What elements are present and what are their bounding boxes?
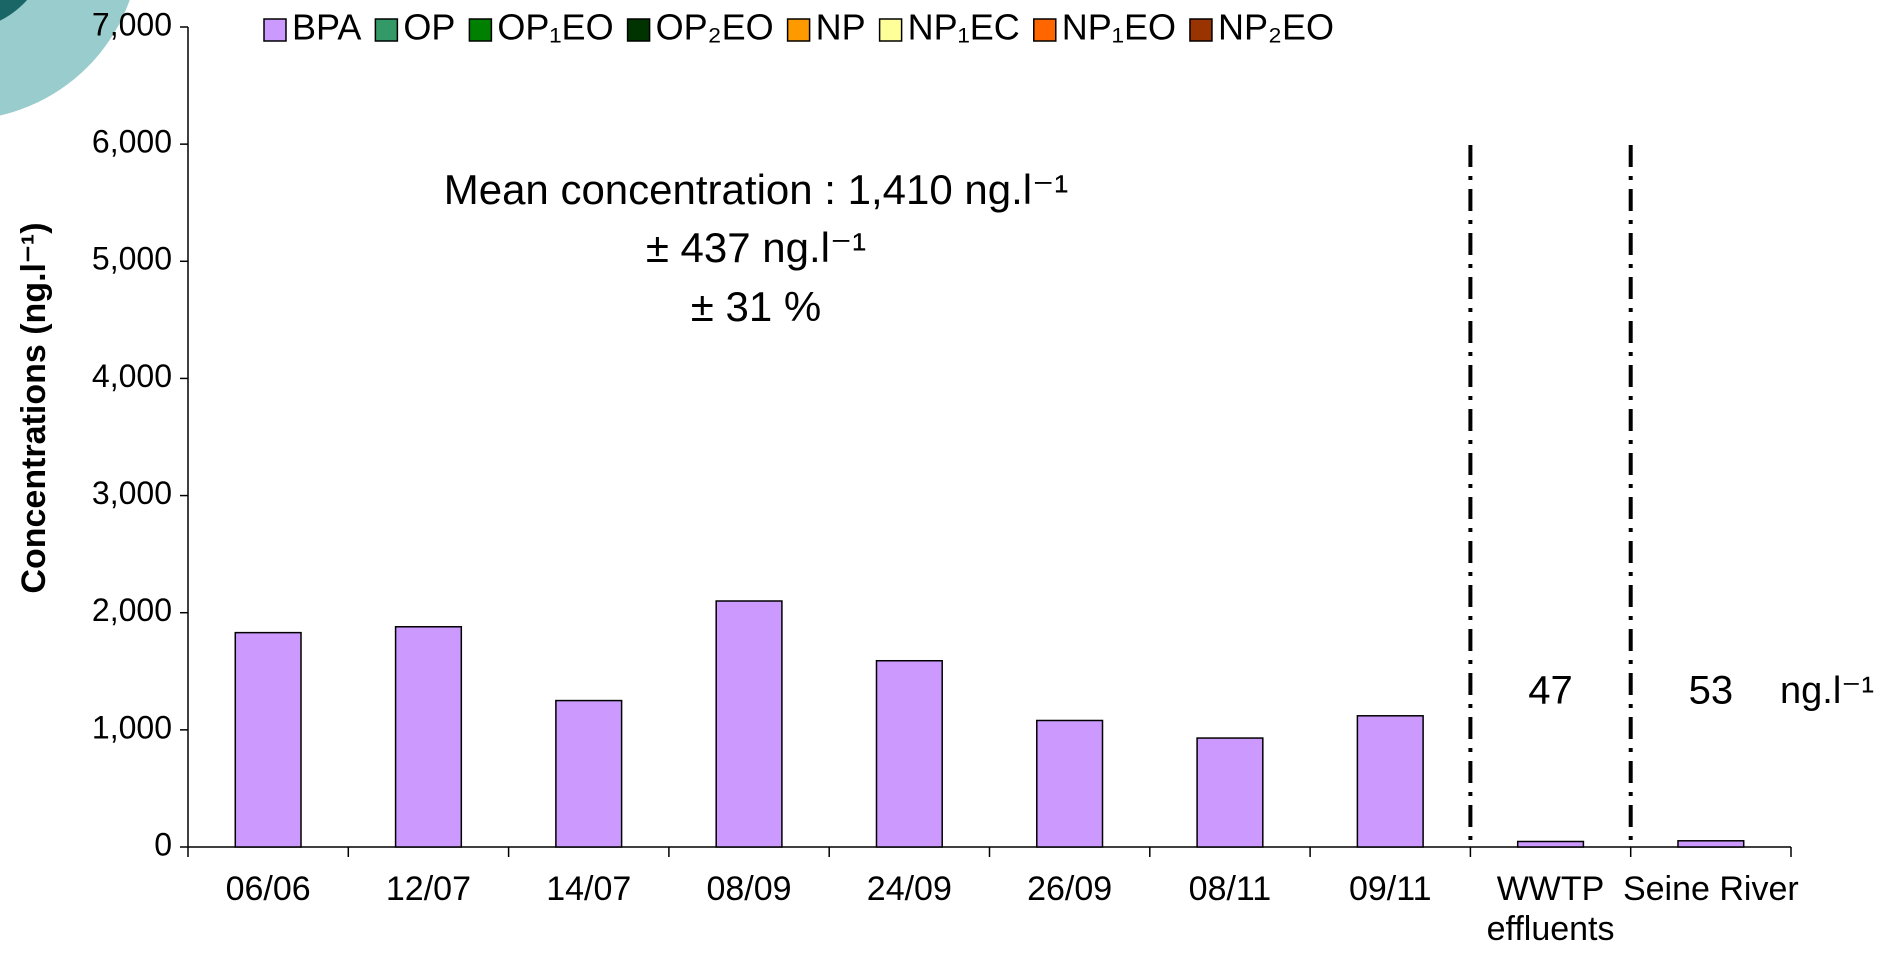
y-tick-label: 4,000 [92,358,172,394]
data-label: 53 [1689,669,1734,713]
x-tick-label: 14/07 [546,870,632,908]
legend-label: BPA [292,7,361,48]
y-tick-label: 7,000 [92,6,172,42]
legend-swatch [786,18,811,42]
x-tick-label-box: 06/06 [225,870,311,908]
legend-label: OP [403,7,455,48]
x-tick-label-box: Seine River [1622,870,1799,908]
x-tick-label-box: 24/09 [866,870,952,908]
legend-label: NP [816,7,866,48]
x-tick-label: 09/11 [1348,870,1432,908]
x-tick-label-box: 26/09 [1027,870,1113,908]
x-tick-label: WWTP effluents [1486,870,1615,948]
legend-swatch [1033,18,1057,42]
x-tick-label-box: WWTP effluents [1486,870,1615,948]
x-tick-label: 06/06 [225,870,311,908]
x-tick-label: 26/09 [1027,870,1113,908]
bar [555,699,623,848]
x-tick-label: 12/07 [385,870,471,908]
y-tick-label: 1,000 [92,709,172,745]
x-tick-label: Seine River [1622,870,1799,908]
decor-circle [0,0,130,116]
annotation: ng.l⁻¹ [1780,670,1874,712]
bar [234,631,302,848]
bar [1196,737,1264,848]
x-tick-label-box: 08/11 [1188,870,1272,908]
legend-label: NP₂EO [1218,7,1334,48]
legend-label: OP₂EO [656,7,774,48]
annotation: Mean concentration : 1,410 ng.l⁻¹ [444,166,1069,213]
x-tick-label-box: 14/07 [546,870,632,908]
legend-label: NP₁EO [1062,7,1176,48]
legend-swatch [1189,18,1213,42]
y-tick-label: 6,000 [92,124,172,160]
bar [1516,840,1585,848]
bar [1677,840,1745,848]
legend-swatch [626,18,651,42]
y-tick-label: 0 [154,826,172,862]
y-tick-label: 2,000 [92,592,172,628]
legend-swatch [263,18,287,42]
x-tick-label-box: 09/11 [1348,870,1432,908]
legend-label: OP₁EO [497,7,613,48]
decor-circle [0,0,28,21]
y-axis-label: Concentrations (ng.l⁻¹) [15,222,53,593]
annotation: ± 437 ng.l⁻¹ [646,224,866,271]
bar [1356,715,1424,848]
y-tick-label: 3,000 [92,475,172,511]
data-label: 47 [1528,669,1573,713]
y-tick-label: 5,000 [92,241,172,277]
legend-swatch [468,18,493,42]
x-tick-label: 08/09 [706,870,792,908]
x-tick-label: 24/09 [866,870,952,908]
x-tick-label-box: 08/09 [706,870,792,908]
annotation: ± 31 % [691,283,821,330]
x-tick-label-box: 12/07 [385,870,471,908]
x-tick-label: 08/11 [1188,870,1272,908]
bar [394,626,463,848]
legend-swatch [878,18,903,42]
legend-swatch [374,18,399,42]
bar [715,600,783,848]
bar [875,659,943,848]
bar [1036,719,1104,848]
legend-label: NP₁EC [908,7,1020,48]
